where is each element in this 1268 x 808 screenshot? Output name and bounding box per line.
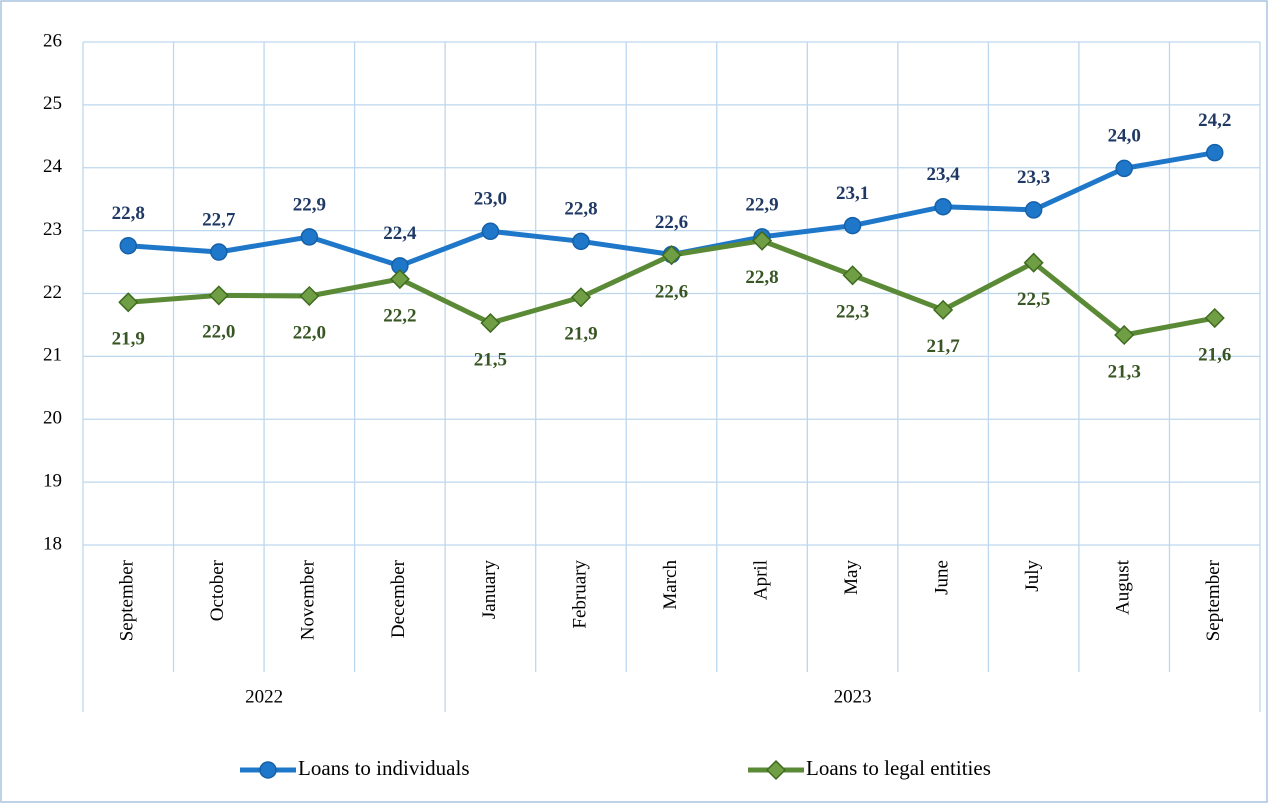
data-label: 23,0 [474,189,507,210]
data-label: 22,8 [564,199,597,220]
data-label: 22,8 [112,203,145,224]
x-tick-label: January [479,560,500,620]
marker [300,228,319,246]
marker [1205,143,1224,162]
data-label: 21,9 [564,324,597,345]
x-tick-label: February [569,560,590,629]
marker [934,197,952,216]
data-label: 22,9 [293,194,326,215]
x-group-label: 2022 [245,686,283,707]
marker [389,268,410,290]
x-tick-label: December [388,559,409,638]
legend-marker [765,759,787,781]
data-label: 21,3 [1108,361,1141,382]
data-label: 22,9 [745,194,778,215]
marker [842,265,863,286]
marker [210,243,228,261]
x-tick-label: June [931,560,952,595]
data-label: 21,5 [474,349,507,370]
data-label: 22,5 [1017,289,1050,310]
data-label: 22,3 [836,302,869,323]
marker [1114,324,1135,346]
x-tick-label: April [750,560,771,600]
x-tick-label: September [117,559,138,641]
data-label: 24,2 [1198,110,1231,131]
marker [119,236,138,255]
marker [661,245,682,266]
marker [481,222,500,241]
x-tick-label: September [1203,559,1224,641]
data-label: 22,4 [383,223,417,244]
data-label: 22,8 [745,267,778,288]
legend-label: Loans to legal entities [806,756,991,780]
x-tick-label: October [207,559,228,621]
x-tick-label: November [298,559,319,640]
y-tick-label: 18 [43,533,62,554]
marker [751,230,773,251]
marker [933,299,954,320]
data-label: 22,6 [655,212,688,233]
x-tick-label: August [1113,559,1134,615]
marker [480,312,501,334]
marker [843,216,862,235]
marker [299,285,320,307]
data-label: 22,6 [655,282,688,303]
x-tick-label: May [841,560,862,595]
y-tick-label: 22 [43,282,62,303]
legend-marker [259,761,277,779]
legend-label: Loans to individuals [298,756,470,780]
marker [1115,159,1133,178]
data-label: 21,9 [112,329,145,350]
x-tick-label: March [660,560,681,610]
data-label: 23,1 [836,183,869,204]
y-tick-label: 24 [43,156,63,177]
x-tick-label: July [1022,560,1043,592]
data-label: 24,0 [1108,126,1141,147]
data-label: 21,6 [1198,344,1231,365]
marker [570,287,592,308]
y-tick-label: 21 [43,345,62,366]
marker [208,285,229,306]
marker [572,232,590,251]
x-group-label: 2023 [834,686,872,707]
y-tick-label: 25 [43,93,62,114]
marker [118,292,139,313]
marker [1023,252,1044,273]
data-label: 23,4 [926,164,960,185]
data-label: 22,7 [202,209,236,230]
y-tick-label: 19 [43,470,62,491]
data-label: 22,0 [293,322,326,343]
y-tick-label: 26 [43,30,62,51]
marker [1024,201,1043,219]
data-label: 22,2 [383,305,416,326]
data-label: 23,3 [1017,167,1050,188]
data-label: 21,7 [926,336,960,357]
marker [1204,307,1225,329]
y-tick-label: 23 [43,219,62,240]
y-tick-label: 20 [43,408,62,429]
data-label: 22,0 [202,322,235,343]
